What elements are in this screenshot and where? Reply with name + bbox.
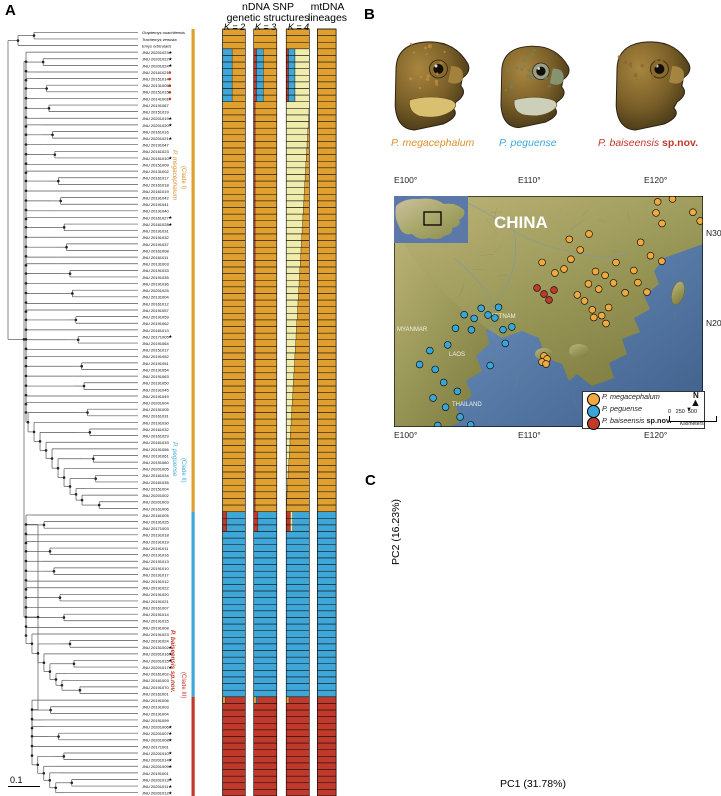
svg-text:CHINA: CHINA bbox=[494, 213, 548, 232]
svg-text:THAILAND: THAILAND bbox=[452, 402, 482, 408]
svg-text:LAOS: LAOS bbox=[449, 352, 465, 358]
svg-text:MYANMAR: MYANMAR bbox=[397, 327, 428, 333]
